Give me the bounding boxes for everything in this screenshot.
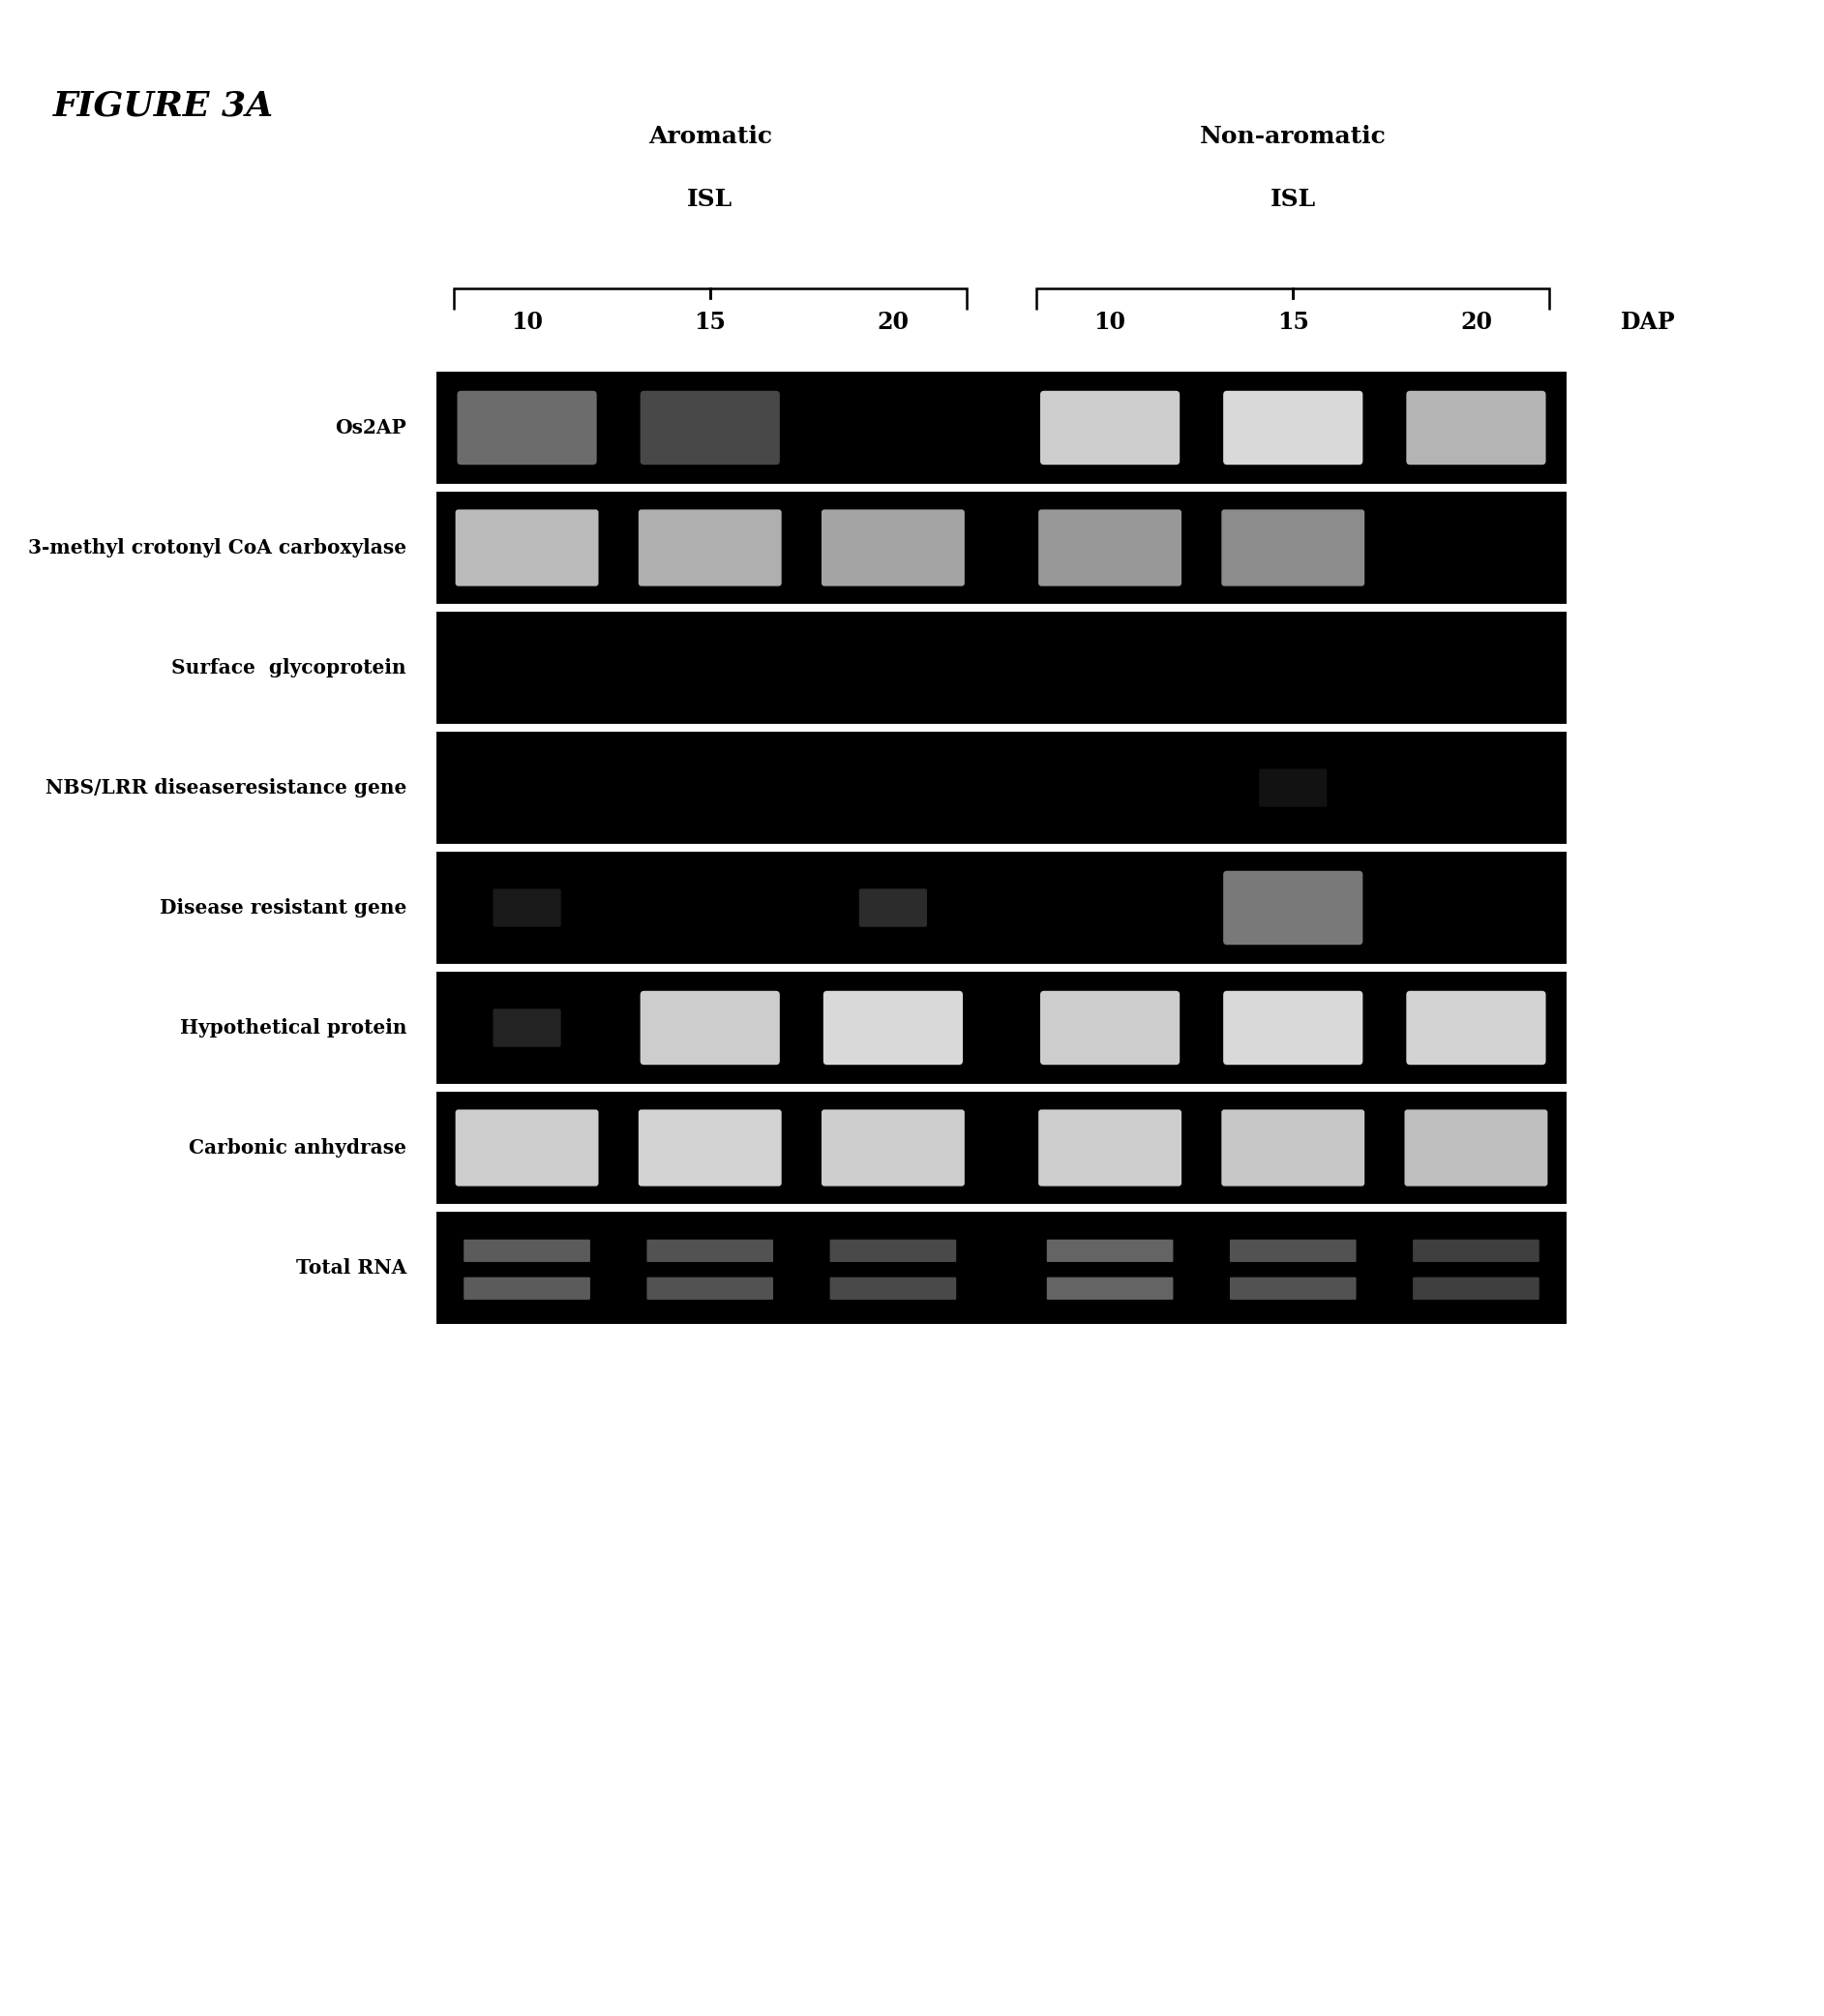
Text: Disease resistant gene: Disease resistant gene [159, 899, 407, 917]
Text: 10: 10 [1094, 310, 1125, 335]
Text: Os2AP: Os2AP [336, 417, 407, 437]
FancyBboxPatch shape [436, 730, 1567, 845]
Text: NBS/LRR diseaseresistance gene: NBS/LRR diseaseresistance gene [46, 778, 407, 798]
FancyBboxPatch shape [1259, 768, 1328, 806]
FancyBboxPatch shape [1038, 1109, 1182, 1185]
FancyBboxPatch shape [1414, 1240, 1539, 1262]
Text: Surface  glycoprotein: Surface glycoprotein [171, 657, 407, 677]
FancyBboxPatch shape [821, 1109, 965, 1185]
Text: ISL: ISL [1270, 187, 1315, 212]
Text: ISL: ISL [688, 187, 733, 212]
FancyBboxPatch shape [463, 1278, 591, 1300]
Text: DAP: DAP [1622, 310, 1676, 335]
FancyBboxPatch shape [436, 490, 1567, 605]
FancyBboxPatch shape [823, 990, 963, 1064]
Text: 10: 10 [511, 310, 544, 335]
Text: Carbonic anhydrase: Carbonic anhydrase [188, 1139, 407, 1157]
FancyBboxPatch shape [436, 611, 1567, 726]
Text: 20: 20 [877, 310, 908, 335]
FancyBboxPatch shape [1224, 871, 1363, 946]
FancyBboxPatch shape [436, 1212, 1567, 1325]
FancyBboxPatch shape [1229, 1240, 1357, 1262]
FancyBboxPatch shape [456, 1109, 598, 1185]
FancyBboxPatch shape [458, 391, 596, 466]
Text: 20: 20 [1459, 310, 1492, 335]
FancyBboxPatch shape [436, 371, 1567, 486]
FancyBboxPatch shape [638, 510, 781, 587]
Text: Hypothetical protein: Hypothetical protein [179, 1018, 407, 1038]
Text: FIGURE 3A: FIGURE 3A [53, 91, 274, 123]
Text: 3-methyl crotonyl CoA carboxylase: 3-methyl crotonyl CoA carboxylase [27, 538, 407, 558]
FancyBboxPatch shape [1040, 990, 1180, 1064]
Text: 15: 15 [695, 310, 726, 335]
FancyBboxPatch shape [1047, 1278, 1173, 1300]
FancyBboxPatch shape [1040, 391, 1180, 466]
FancyBboxPatch shape [1406, 990, 1545, 1064]
FancyBboxPatch shape [648, 1240, 773, 1262]
FancyBboxPatch shape [1224, 990, 1363, 1064]
FancyBboxPatch shape [436, 851, 1567, 966]
FancyBboxPatch shape [492, 1008, 562, 1046]
FancyBboxPatch shape [1038, 510, 1182, 587]
FancyBboxPatch shape [640, 990, 781, 1064]
FancyBboxPatch shape [830, 1240, 956, 1262]
FancyBboxPatch shape [859, 889, 927, 927]
FancyBboxPatch shape [456, 510, 598, 587]
Text: Non-aromatic: Non-aromatic [1200, 125, 1386, 147]
Text: Aromatic: Aromatic [648, 125, 772, 147]
FancyBboxPatch shape [648, 1278, 773, 1300]
FancyBboxPatch shape [436, 1091, 1567, 1206]
FancyBboxPatch shape [1414, 1278, 1539, 1300]
Text: Total RNA: Total RNA [295, 1258, 407, 1278]
FancyBboxPatch shape [1222, 1109, 1364, 1185]
FancyBboxPatch shape [492, 889, 562, 927]
FancyBboxPatch shape [640, 391, 781, 466]
FancyBboxPatch shape [638, 1109, 781, 1185]
FancyBboxPatch shape [463, 1240, 591, 1262]
FancyBboxPatch shape [436, 972, 1567, 1085]
FancyBboxPatch shape [1229, 1278, 1357, 1300]
FancyBboxPatch shape [830, 1278, 956, 1300]
FancyBboxPatch shape [821, 510, 965, 587]
FancyBboxPatch shape [1222, 510, 1364, 587]
FancyBboxPatch shape [1406, 391, 1545, 466]
FancyBboxPatch shape [1404, 1109, 1547, 1185]
FancyBboxPatch shape [1224, 391, 1363, 466]
Text: 15: 15 [1277, 310, 1310, 335]
FancyBboxPatch shape [1047, 1240, 1173, 1262]
